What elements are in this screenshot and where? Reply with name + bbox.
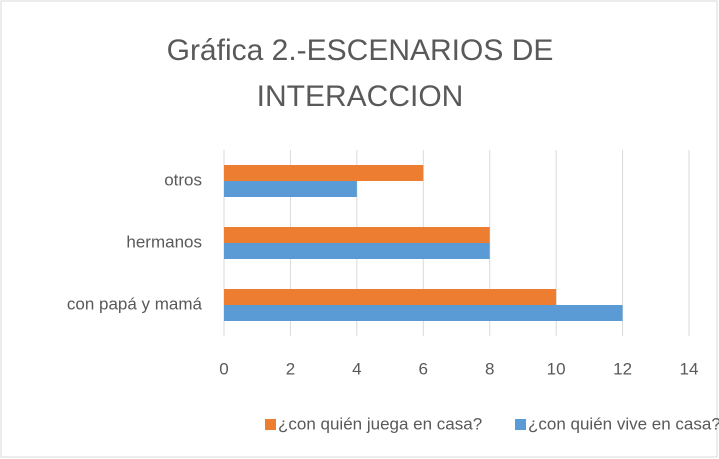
x-tick-label: 6 — [419, 359, 428, 378]
bar — [224, 243, 490, 259]
bar — [224, 305, 623, 321]
bar — [224, 227, 490, 243]
bar — [224, 165, 424, 181]
x-tick-label: 8 — [485, 359, 494, 378]
bar — [224, 181, 357, 197]
chart-title: Gráfica 2.-ESCENARIOS DE INTERACCION — [166, 34, 554, 113]
x-tick-label: 12 — [613, 359, 632, 378]
x-tick-label: 10 — [547, 359, 566, 378]
x-tick-label: 0 — [219, 359, 228, 378]
legend-label: ¿con quién vive en casa? — [528, 414, 719, 433]
legend-label: ¿con quién juega en casa? — [278, 414, 482, 433]
x-tick-label: 2 — [286, 359, 295, 378]
legend-swatch — [515, 419, 526, 430]
bar — [224, 289, 557, 305]
y-tick-label: otros — [164, 170, 202, 189]
legend-swatch — [265, 419, 276, 430]
y-tick-label: con papá y mamá — [67, 294, 203, 313]
x-tick-label: 14 — [680, 359, 699, 378]
y-tick-label: hermanos — [126, 232, 202, 251]
x-tick-label: 4 — [352, 359, 361, 378]
